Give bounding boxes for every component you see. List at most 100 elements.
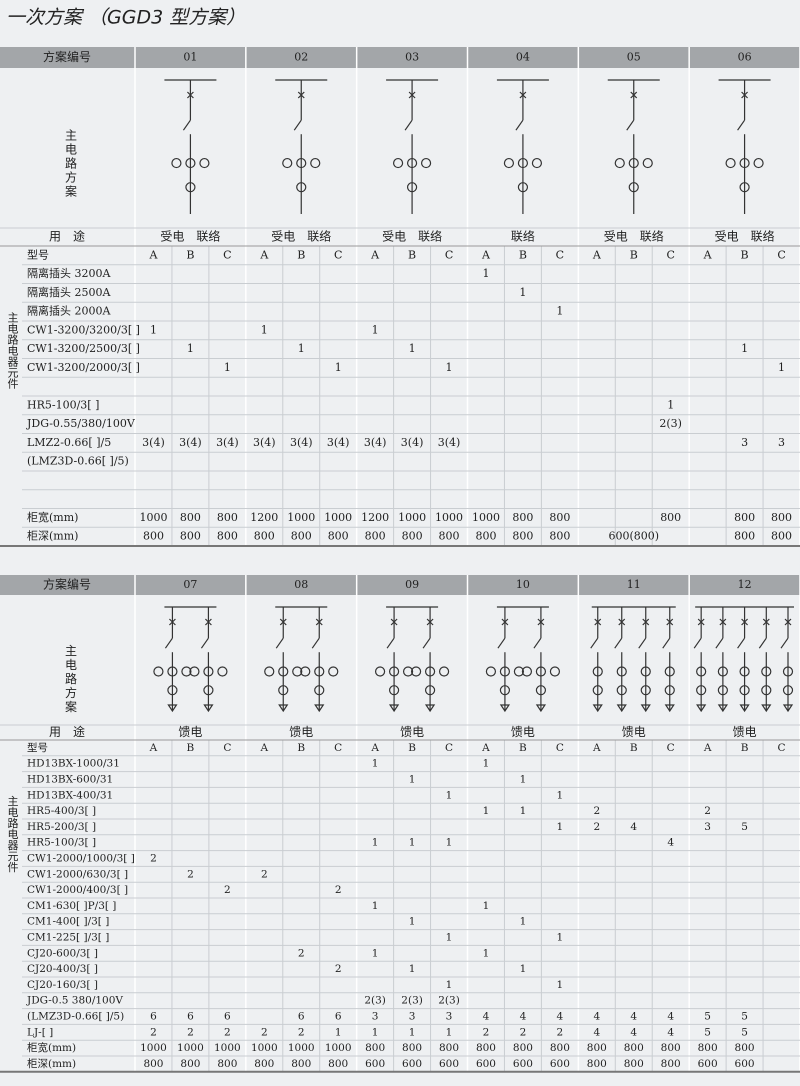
cell-value: 5 [741, 821, 748, 833]
cell-value: 4 [630, 1011, 637, 1023]
cell-value: 1 [372, 1026, 379, 1038]
cell-value: 800 [439, 530, 460, 543]
switch-blade [626, 119, 635, 131]
cell-value: 1 [520, 963, 527, 975]
switch-mark [697, 618, 705, 626]
cell-value: 800 [291, 1058, 311, 1070]
current-transformer [203, 666, 214, 677]
cell-value: 1 [409, 963, 416, 975]
row-label: LJ-[ ] [27, 1026, 53, 1038]
current-transformer [739, 685, 750, 696]
current-transformer [167, 666, 178, 677]
cell-value: 4 [667, 837, 674, 849]
cell-value: B [187, 742, 195, 754]
cell-value: 1 [261, 323, 268, 336]
cell-value: C [556, 248, 564, 261]
cell-value: 800 [771, 530, 792, 543]
cell-value: 2 [483, 1026, 490, 1038]
switch-mark [279, 618, 287, 626]
row-label: 隔离插头 2000A [27, 304, 111, 318]
current-transformer [782, 685, 794, 696]
row-label: HR5-400/3[ ] [27, 805, 96, 817]
current-transformer [761, 666, 772, 677]
cell-value: 1 [409, 916, 416, 928]
cell-value: 3 [778, 436, 785, 449]
switch-blade [715, 637, 724, 649]
current-transformer [388, 685, 400, 696]
scheme-number: 06 [738, 51, 752, 64]
cell-value: 1000 [288, 1042, 315, 1054]
cell-value: 1000 [324, 511, 352, 524]
switch-mark [297, 91, 305, 99]
scheme-number: 10 [516, 578, 530, 591]
cell-value: 1 [409, 342, 416, 355]
cell-value: 3(4) [253, 436, 276, 449]
switch-blade [614, 637, 623, 649]
row-label: HD13BX-1000/31 [27, 758, 120, 770]
row-label: (LMZ3D-0.66[ ]/5) [27, 455, 129, 468]
cell-value: 800 [217, 1058, 237, 1070]
switch-blade [638, 637, 647, 649]
outgoing-arrow [499, 704, 511, 713]
cell-value: 2 [150, 1026, 157, 1038]
current-transformer [310, 157, 321, 169]
switch-blade [515, 119, 524, 131]
current-transformer [424, 666, 436, 677]
switch-blade [590, 637, 599, 649]
current-transformer [499, 685, 511, 696]
cell-value: 1 [446, 979, 453, 991]
cell-value: A [149, 742, 158, 754]
row-label: CW1-3200/3200/3[ ] [27, 323, 140, 336]
row-label: CJ20-600/3[ ] [27, 947, 98, 959]
row-label: 柜宽(mm) [27, 1041, 76, 1054]
row-label: (LMZ3D-0.66[ ]/5) [27, 1011, 124, 1023]
cell-value: 1 [520, 805, 527, 817]
cell-value: 2 [593, 805, 600, 817]
outgoing-arrow [782, 704, 794, 713]
usage-label: 用 途 [49, 724, 85, 739]
cell-value: 600 [439, 1058, 459, 1070]
row-label: CW1-3200/2500/3[ ] [27, 342, 140, 355]
cell-value: 800 [476, 1042, 496, 1054]
outgoing-arrow [203, 704, 214, 713]
current-transformer [535, 666, 547, 677]
cell-value: B [297, 248, 305, 261]
current-transformer [664, 666, 675, 677]
scheme-usage: 馈电 [511, 725, 535, 739]
cell-value: 1 [372, 323, 379, 336]
cell-value: B [630, 248, 638, 261]
cell-value: 800 [549, 511, 570, 524]
current-transformer [264, 666, 275, 677]
outgoing-arrow [717, 704, 728, 713]
cell-value: 1 [483, 947, 490, 959]
cell-value: 4 [557, 1011, 564, 1023]
cell-value: 4 [667, 1026, 674, 1038]
cell-value: 600 [698, 1058, 718, 1070]
current-transformer [328, 666, 339, 677]
current-transformer [314, 666, 325, 677]
switch-mark [537, 618, 545, 626]
current-transformer [185, 157, 196, 169]
cell-value: 2 [335, 884, 342, 896]
outgoing-arrow [592, 704, 603, 713]
cell-value: 1 [372, 900, 379, 912]
cell-value: C [777, 248, 785, 261]
switch-blade [737, 119, 746, 131]
cell-value: 800 [660, 511, 681, 524]
cell-value: C [445, 248, 453, 261]
cell-value: 2 [335, 963, 342, 975]
cell-value: 1 [298, 342, 305, 355]
cell-value: 800 [698, 1042, 718, 1054]
cell-value: 1 [335, 361, 342, 374]
cell-value: 3(4) [364, 436, 387, 449]
outgoing-arrow [739, 704, 750, 713]
current-transformer [616, 666, 627, 677]
cell-value: 1000 [325, 1042, 352, 1054]
current-transformer [185, 182, 196, 193]
current-transformer [717, 685, 728, 696]
current-transformer [296, 157, 307, 169]
cell-value: 2 [704, 805, 711, 817]
current-transformer [664, 685, 675, 696]
row-label: 型号 [27, 741, 48, 754]
cell-value: 1000 [435, 511, 463, 524]
